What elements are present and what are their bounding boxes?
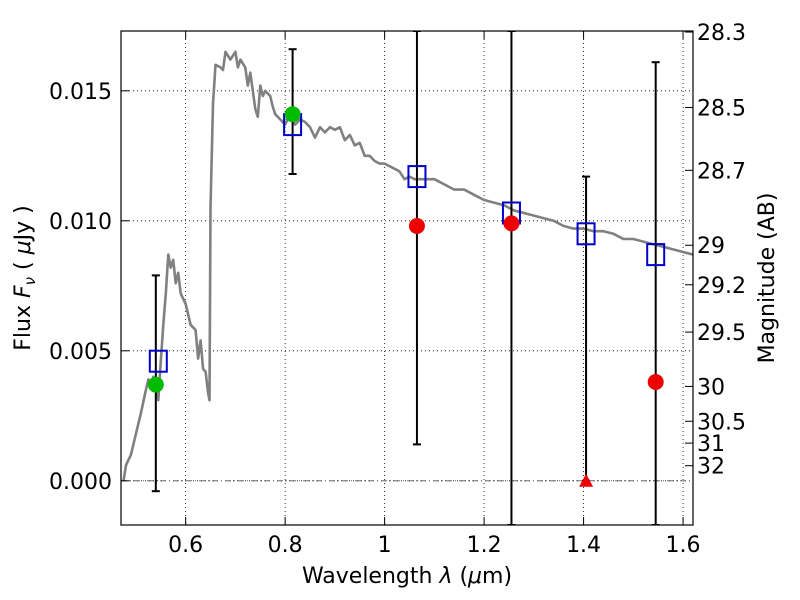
measurement-point — [503, 215, 520, 232]
y-tick-label: 0.005 — [49, 340, 112, 365]
detection-point — [147, 376, 164, 393]
x-tick-label: 0.6 — [168, 533, 203, 558]
right-tick-label: 32 — [697, 455, 725, 480]
right-tick-label: 29.5 — [697, 321, 746, 346]
tick-labels: 0.6 0.8 1 1.2 1.4 1.6 0.000 0.005 0.010 0.015 28.3… — [49, 21, 746, 558]
right-tick-label: 28.5 — [697, 96, 746, 121]
plot-area — [122, 31, 693, 525]
y-tick-label: 0.015 — [49, 80, 112, 105]
y-tick-label: 0.000 — [49, 470, 112, 495]
x-tick-label: 1.2 — [467, 533, 502, 558]
right-tick-label: 30 — [697, 375, 725, 400]
x-tick-label: 1.4 — [566, 533, 601, 558]
detection-point — [284, 106, 301, 123]
right-axis-label: Magnitude (AB) — [755, 193, 780, 364]
model-flux-square — [646, 243, 666, 267]
tick-marks — [121, 31, 693, 525]
right-tick-label: 29.2 — [697, 274, 746, 299]
plot-frame — [120, 30, 694, 526]
right-tick-label: 28.7 — [697, 159, 746, 184]
y-axis-label: Flux Fν ( μJy ) — [11, 205, 39, 350]
x-axis-label: Wavelength λ (μm) — [302, 564, 512, 589]
model-flux-square — [148, 349, 168, 373]
measurement-point — [408, 218, 425, 234]
right-tick-label: 30.5 — [697, 410, 746, 435]
x-tick-label: 0.8 — [268, 533, 303, 558]
model-flux-square — [576, 222, 596, 246]
right-tick-label: 28.3 — [697, 21, 746, 46]
x-tick-label: 1.6 — [666, 533, 701, 558]
upper-limit-marker — [579, 473, 594, 487]
measurement-point — [647, 374, 664, 390]
model-flux-square — [407, 165, 427, 189]
y-tick-label: 0.010 — [49, 210, 112, 235]
grid-lines — [121, 31, 693, 525]
right-tick-label: 31 — [697, 432, 725, 457]
right-tick-label: 29 — [697, 234, 725, 259]
x-tick-label: 1 — [378, 533, 392, 558]
